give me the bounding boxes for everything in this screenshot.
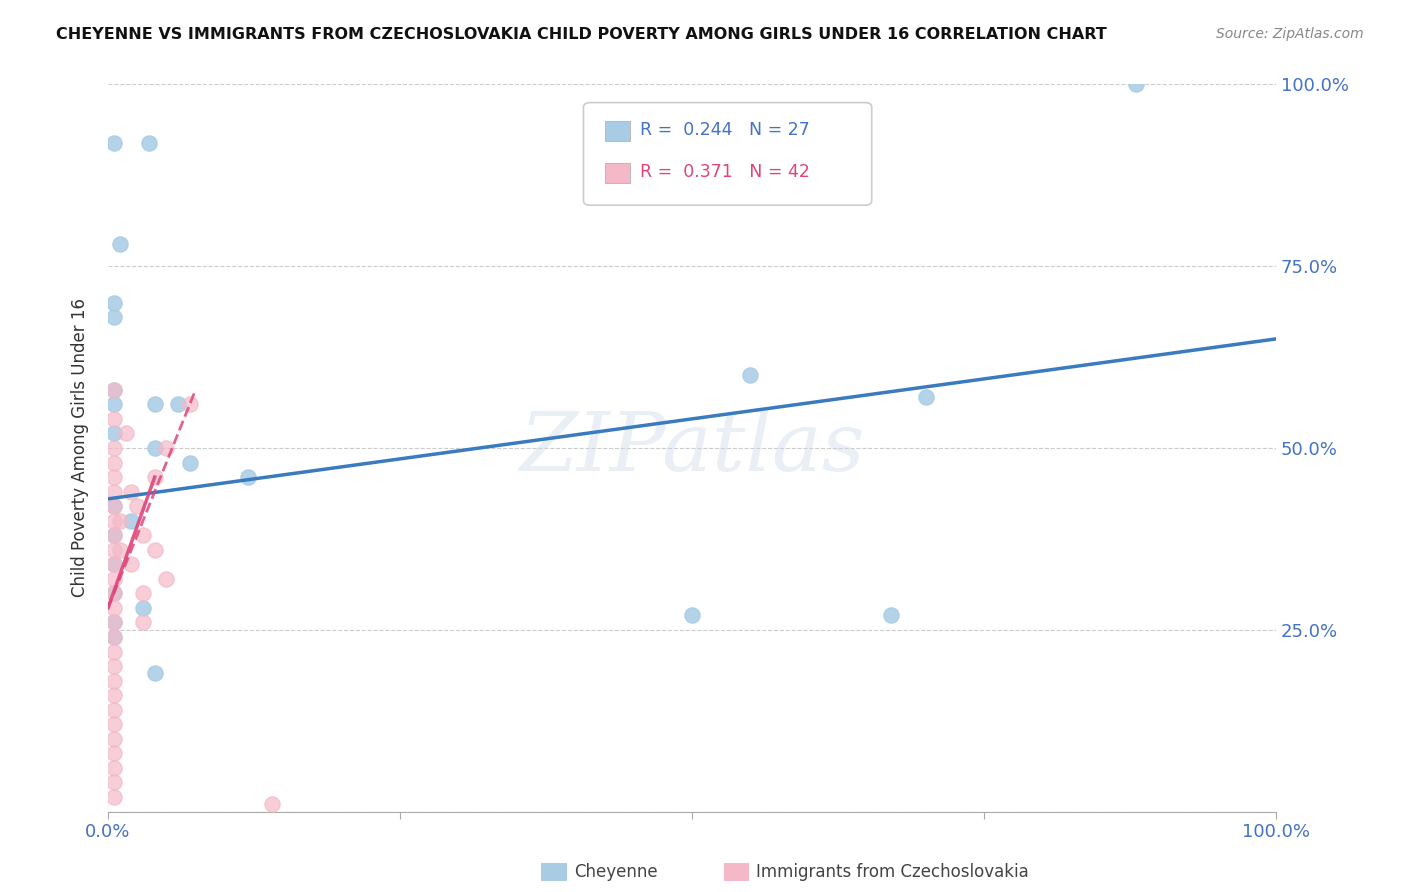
Point [103,586,125,600]
Point [132,586,155,600]
Point [260,797,283,812]
Point [103,558,125,572]
Point [103,470,125,484]
Point [132,601,155,615]
Point [681,608,703,623]
Point [103,717,125,731]
Point [155,441,177,455]
Text: CHEYENNE VS IMMIGRANTS FROM CZECHOSLOVAKIA CHILD POVERTY AMONG GIRLS UNDER 16 CO: CHEYENNE VS IMMIGRANTS FROM CZECHOSLOVAK… [56,27,1107,42]
Point [103,659,125,673]
Point [143,470,166,484]
Point [103,412,125,426]
Point [143,397,166,411]
Point [103,630,125,644]
Point [143,441,166,455]
Point [103,295,125,310]
Point [103,572,125,586]
Point [103,484,125,499]
Point [103,775,125,789]
Text: R =  0.244   N = 27: R = 0.244 N = 27 [640,121,810,139]
Point [914,390,936,404]
Point [103,499,125,513]
Point [740,368,762,383]
Point [103,615,125,630]
Point [103,615,125,630]
Text: Cheyenne: Cheyenne [574,863,657,881]
Point [236,470,259,484]
Point [103,586,125,600]
Point [103,310,125,324]
Point [108,237,131,252]
Point [103,688,125,702]
Point [103,456,125,470]
Point [103,703,125,717]
Point [103,383,125,397]
Point [114,426,136,441]
Point [103,499,125,513]
Point [103,761,125,775]
Point [103,397,125,411]
Point [103,426,125,441]
Point [143,542,166,557]
Point [103,528,125,542]
Text: ZIPatlas: ZIPatlas [519,408,865,488]
Point [132,528,155,542]
Point [108,542,131,557]
Point [103,441,125,455]
Point [167,397,190,411]
Point [179,397,201,411]
Point [120,558,142,572]
Point [103,528,125,542]
Point [103,136,125,150]
Point [179,456,201,470]
Point [120,484,142,499]
Point [103,542,125,557]
Point [155,572,177,586]
Point [127,499,149,513]
Point [143,666,166,681]
Point [103,514,125,528]
Text: Source: ZipAtlas.com: Source: ZipAtlas.com [1216,27,1364,41]
Point [108,514,131,528]
Point [103,630,125,644]
Point [103,383,125,397]
Point [103,789,125,804]
Point [138,136,160,150]
Point [103,731,125,746]
Text: R =  0.371   N = 42: R = 0.371 N = 42 [640,163,810,181]
Text: Immigrants from Czechoslovakia: Immigrants from Czechoslovakia [756,863,1029,881]
Point [132,615,155,630]
Point [103,601,125,615]
Point [103,747,125,761]
Point [103,673,125,688]
Point [120,514,142,528]
Point [103,558,125,572]
Point [1125,78,1147,92]
Point [879,608,901,623]
Point [103,644,125,658]
Y-axis label: Child Poverty Among Girls Under 16: Child Poverty Among Girls Under 16 [72,299,89,598]
